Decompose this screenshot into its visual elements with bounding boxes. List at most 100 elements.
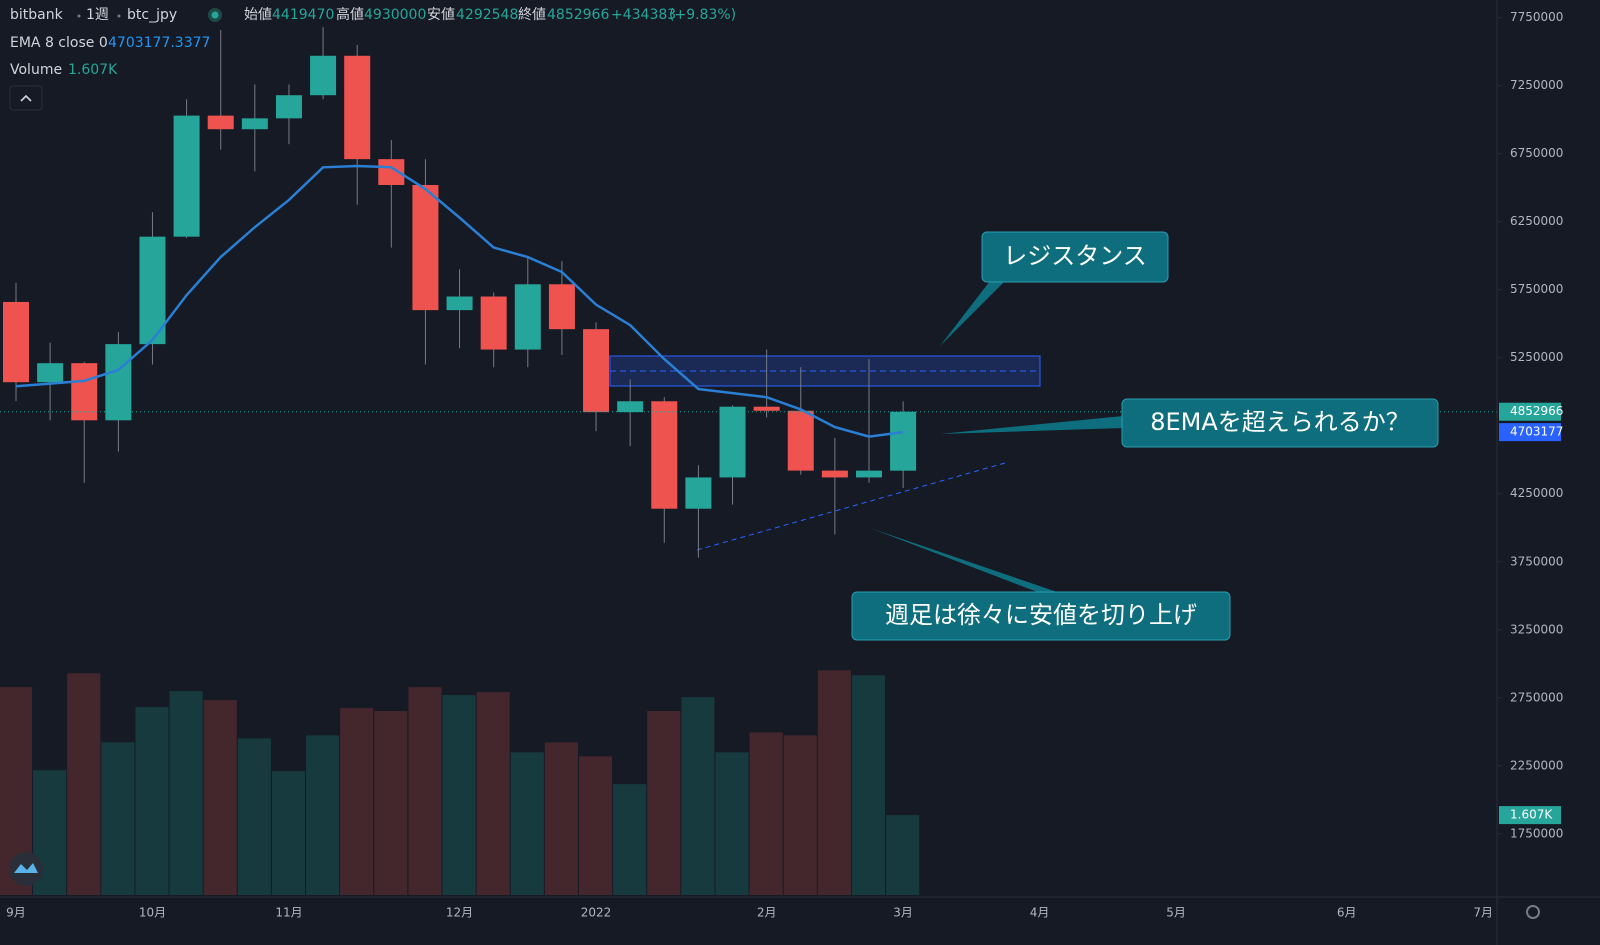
candle-body — [412, 184, 439, 311]
candle-body — [446, 296, 473, 311]
candle-body — [480, 296, 507, 350]
axes: 1750000 2250000 2750000 3250000 3750000 42500… — [6, 10, 1563, 919]
volume-bar — [374, 711, 408, 895]
annotations: レジスタンス 8EMAを超えられるか？ 週足は徐々に安値を切り上げ — [851, 231, 1439, 641]
candle-body — [344, 55, 371, 160]
volume-pane — [0, 670, 920, 895]
close-value: 4852966 — [547, 7, 609, 23]
open-label: 始値 — [244, 7, 272, 23]
y-tick-label: 2250000 — [1510, 758, 1563, 772]
candle-body — [3, 301, 29, 383]
symbol: btc_jpy — [127, 7, 177, 23]
x-tick-label: 4月 — [1030, 906, 1050, 920]
open-value: 4419470 — [272, 7, 334, 23]
resistance-zone — [609, 355, 1041, 387]
high-value: 4930000 — [364, 7, 426, 23]
y-tick-label: 2750000 — [1510, 690, 1563, 704]
separator — [77, 14, 81, 18]
annotation-text: 8EMAを超えられるか？ — [1150, 408, 1410, 436]
x-tick-label: 6月 — [1337, 906, 1357, 920]
collapse-button[interactable] — [9, 85, 43, 111]
exchange: bitbank — [10, 7, 64, 23]
candle-body — [787, 410, 814, 471]
volume-bar — [613, 784, 647, 895]
volume-bar — [67, 673, 101, 895]
x-tick-label: 9月 — [6, 906, 26, 920]
candle-body — [548, 284, 575, 330]
volume-bar — [203, 700, 237, 895]
callout-pointer — [940, 281, 1005, 346]
settings-icon[interactable] — [1526, 905, 1540, 919]
collapse-icon[interactable] — [20, 94, 32, 102]
volume-bar — [271, 771, 306, 895]
price-badge-label: 4852966 — [1510, 404, 1563, 418]
low-label: 安値 — [427, 7, 455, 23]
y-tick-label: 1750000 — [1510, 826, 1563, 840]
volume-bar — [408, 687, 442, 895]
candle-body — [310, 55, 337, 96]
x-tick-label: 11月 — [275, 906, 302, 920]
annotation-text: 週足は徐々に安値を切り上げ — [885, 601, 1197, 629]
x-tick-label: 12月 — [446, 906, 473, 920]
candle-body — [890, 411, 917, 471]
legend: bitbank 1週 btc_jpy 始値 4419470 高値 4930000… — [9, 6, 736, 111]
volume-bar — [510, 752, 544, 895]
y-tick-label: 3750000 — [1510, 554, 1563, 568]
volume-bar — [886, 815, 920, 895]
volume-bar — [476, 692, 510, 895]
volume-bar — [169, 691, 203, 895]
callout-box — [1121, 398, 1439, 448]
status-dot — [211, 11, 219, 19]
candle-body — [275, 95, 302, 119]
ema-name: EMA 8 close 0 — [10, 35, 108, 51]
candle-body — [753, 406, 780, 411]
volume-bar — [749, 732, 783, 895]
change-pct: (+9.83%) — [669, 7, 736, 23]
change: +434383 — [611, 7, 676, 23]
interval: 1週 — [86, 7, 109, 23]
volume-value: 1.607K — [68, 62, 118, 78]
candle-body — [514, 284, 541, 350]
price-badge — [1499, 402, 1561, 421]
volume-bar — [544, 742, 578, 895]
x-tick-label: 2022 — [581, 906, 612, 920]
candle-body — [856, 470, 882, 478]
volume-name: Volume — [10, 62, 62, 78]
callout-pointer — [870, 528, 1060, 593]
volume-bar — [306, 735, 340, 895]
callout-box — [851, 591, 1231, 641]
volume-bar — [442, 695, 476, 895]
candle-body — [241, 118, 268, 130]
x-tick-label: 7月 — [1473, 906, 1493, 920]
volume-bar — [681, 697, 715, 895]
volume-badge-label: 1.607K — [1510, 808, 1553, 822]
volume-bar — [715, 752, 749, 895]
candle-body — [821, 470, 848, 478]
candle-body — [719, 406, 746, 478]
volume-bar — [340, 708, 374, 895]
candle-body — [71, 363, 98, 421]
y-tick-label: 6750000 — [1510, 146, 1563, 160]
candle-body — [105, 344, 132, 421]
x-tick-label: 2月 — [757, 906, 777, 920]
volume-bar — [578, 756, 613, 895]
x-tick-label: 3月 — [893, 906, 913, 920]
volume-bar — [135, 707, 169, 895]
candle-body — [651, 401, 678, 509]
y-tick-label: 4250000 — [1510, 486, 1563, 500]
candle-body — [583, 329, 610, 413]
y-tick-label: 7250000 — [1510, 78, 1563, 92]
y-tick-label: 6250000 — [1510, 214, 1563, 228]
annotation-text: レジスタンス — [1003, 242, 1147, 270]
ema-line — [15, 164, 904, 438]
callout-pointer — [940, 416, 1123, 434]
close-label: 終値 — [518, 7, 546, 23]
high-label: 高値 — [336, 6, 364, 23]
ema-badge-label: 4703177 — [1510, 425, 1563, 439]
callout-box — [981, 231, 1169, 283]
volume-badge — [1499, 806, 1561, 825]
volume-bar — [237, 738, 271, 895]
logo-mark — [14, 863, 38, 873]
price-pane — [0, 27, 1497, 558]
